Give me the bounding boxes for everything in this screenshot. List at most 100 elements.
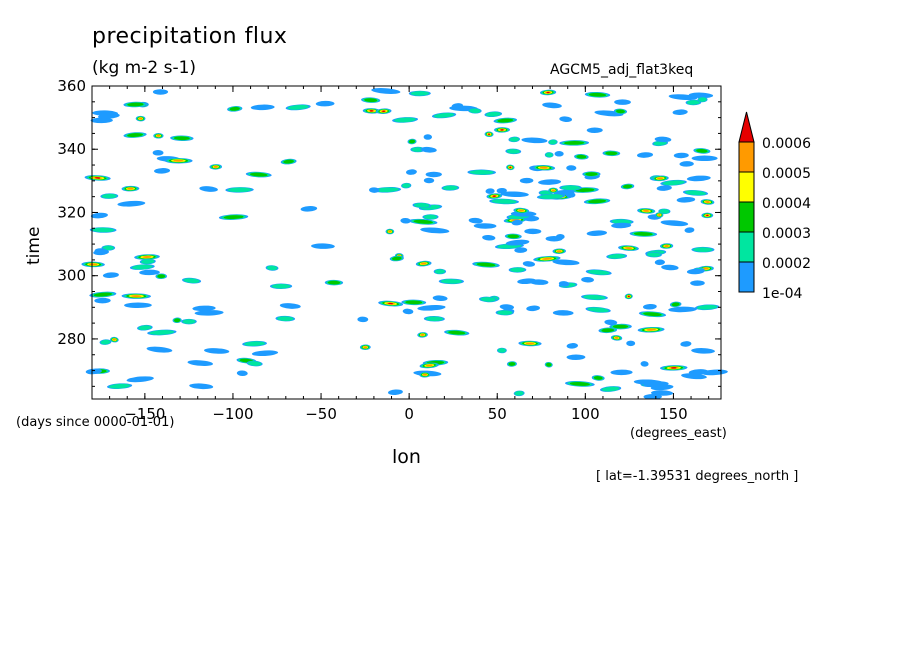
precip-cell [246, 360, 263, 367]
precip-cell [681, 373, 707, 380]
precip-contour [357, 316, 369, 323]
precip-contour [451, 103, 464, 109]
precip-cell [402, 308, 414, 315]
precip-contour [660, 220, 689, 227]
precip-cell [517, 278, 537, 285]
precip-cell [484, 111, 503, 118]
precip-contour [545, 235, 563, 242]
precip-cell [500, 191, 529, 198]
colorbar-segment [738, 171, 755, 203]
precip-contour [561, 185, 581, 191]
colorbar-segment [738, 261, 755, 293]
precip-contour [109, 383, 131, 389]
precip-cell [438, 278, 464, 285]
precip-cell [613, 108, 628, 115]
precip-cell [701, 212, 714, 219]
precip-cell [147, 329, 177, 336]
precip-cell [417, 304, 446, 311]
precip-cell [643, 394, 662, 400]
precip-cell [375, 108, 392, 114]
precip-contour [173, 136, 190, 141]
precip-contour [601, 386, 620, 392]
precip-contour [157, 274, 166, 279]
precip-contour [672, 109, 688, 115]
precip-cell [672, 109, 688, 115]
precip-contour [539, 194, 564, 199]
precip-cell [401, 299, 427, 306]
precip-contour [633, 232, 653, 236]
precip-cell [566, 165, 577, 171]
precip-contour [401, 183, 411, 188]
precip-cell [618, 245, 639, 251]
precip-contour [541, 257, 552, 260]
precip-cell [315, 100, 335, 107]
precip-cell [660, 179, 687, 186]
precip-contour [671, 367, 677, 369]
precip-cell [624, 293, 633, 300]
precip-contour [497, 118, 514, 123]
precip-contour [434, 269, 446, 274]
precip-cell [494, 127, 511, 133]
precip-contour [131, 264, 153, 270]
precip-cell [407, 138, 417, 145]
x-tick-label: 0 [404, 405, 414, 423]
precip-cell [526, 305, 540, 312]
precip-cell [676, 197, 696, 203]
precip-contour [127, 102, 144, 107]
precip-cell [669, 301, 682, 308]
precip-cell [673, 152, 689, 159]
precip-contour [422, 373, 428, 376]
y-axis-units: (days since 0000-01-01) [16, 415, 175, 430]
precip-contour [671, 302, 680, 307]
precip-contour [680, 341, 692, 347]
precip-cell [539, 89, 557, 96]
precip-contour [405, 300, 423, 305]
precip-cell [204, 348, 230, 354]
precip-contour [126, 376, 154, 383]
precip-cell [586, 230, 608, 236]
colorbar-segment [738, 141, 755, 173]
precip-contour [622, 184, 633, 189]
precip-contour [706, 214, 709, 217]
precip-contour [100, 339, 111, 345]
precip-contour [491, 199, 517, 204]
precip-contour [564, 141, 585, 145]
precip-contour [607, 253, 626, 259]
precip-cell [565, 192, 576, 198]
precip-contour [402, 308, 414, 315]
precip-contour [485, 188, 495, 194]
precip-cell [420, 227, 450, 234]
precip-cell [524, 228, 542, 235]
precip-contour [141, 259, 155, 264]
precip-cell [610, 369, 633, 376]
precip-contour [250, 104, 275, 111]
precip-cell [640, 361, 649, 367]
precip-cell [611, 222, 632, 229]
precip-cell [451, 103, 464, 109]
precip-contour [558, 281, 570, 287]
precip-contour [497, 310, 513, 315]
precip-contour [189, 383, 214, 390]
precip-contour [507, 234, 520, 239]
precip-contour [542, 102, 562, 109]
precip-cell [479, 296, 498, 303]
x-tick-label: 150 [659, 405, 688, 423]
precip-cell [522, 261, 536, 267]
precip-contour [679, 161, 694, 167]
precip-cell [552, 259, 580, 266]
precip-cell [697, 96, 708, 103]
precip-cell [499, 304, 515, 310]
precip-contour [485, 111, 501, 117]
precip-contour [85, 368, 102, 375]
precip-contour [187, 360, 214, 366]
precip-contour [642, 209, 650, 212]
precip-contour [90, 212, 108, 219]
precip-cell [614, 99, 631, 105]
colorbar-segment [738, 231, 755, 263]
precip-cell [311, 243, 335, 249]
precip-contour [425, 364, 433, 367]
precip-contour [473, 223, 497, 229]
precip-cell [690, 280, 705, 286]
precip-contour [548, 139, 557, 145]
